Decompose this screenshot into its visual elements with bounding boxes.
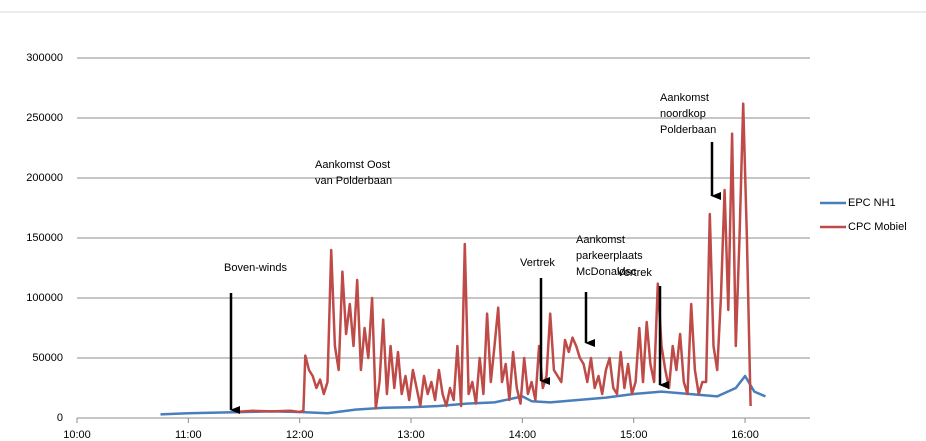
annotation: Aankomst [576, 234, 625, 246]
annotation: Aankomst Oost [315, 159, 390, 171]
y-tick-label: 250000 [26, 112, 63, 124]
y-tick-label: 100000 [26, 292, 63, 304]
series-line [234, 102, 752, 414]
annotation: Aankomst [660, 92, 709, 104]
y-tick-label: 150000 [26, 232, 63, 244]
y-tick-label: 0 [57, 412, 63, 424]
y-tick-label: 200000 [26, 172, 63, 184]
annotation: Boven-winds [224, 262, 287, 274]
x-tick-label: 16:00 [731, 429, 759, 441]
annotation: parkeerplaats [576, 250, 643, 262]
annotation: noordkop [660, 108, 706, 120]
x-tick-label: 11:00 [175, 429, 202, 441]
annotation: McDonaldsc [576, 266, 637, 278]
x-tick-label: 10:00 [63, 429, 91, 441]
annotation: Polderbaan [660, 124, 716, 136]
legend-label: EPC NH1 [848, 197, 896, 209]
y-tick-label: 50000 [32, 352, 63, 364]
annotation: van Polderbaan [315, 175, 392, 187]
series-line [160, 374, 766, 416]
annotation: Vertrek [617, 267, 652, 279]
x-tick-label: 14:00 [509, 429, 537, 441]
x-tick-label: 15:00 [620, 429, 648, 441]
legend-label: CPC Mobiel [848, 221, 907, 233]
x-tick-label: 13:00 [397, 429, 425, 441]
y-tick-label: 300000 [26, 52, 63, 64]
annotation: Vertrek [520, 257, 555, 269]
x-tick-label: 12:00 [286, 429, 314, 441]
